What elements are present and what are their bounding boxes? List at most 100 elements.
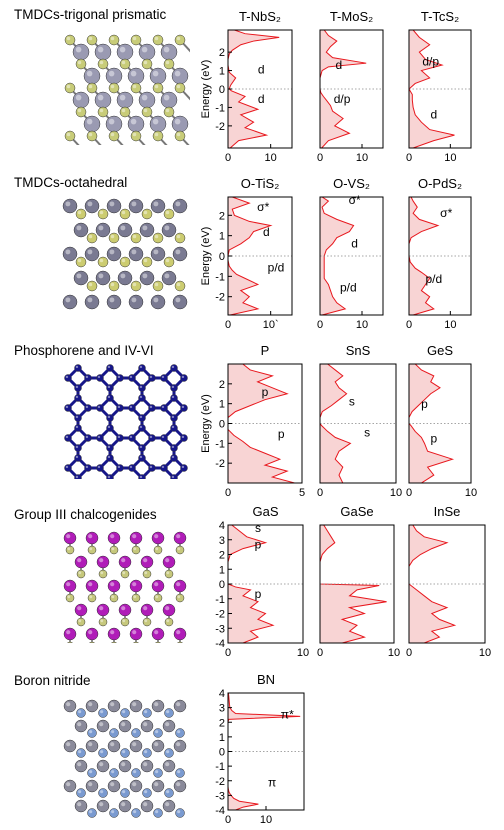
phosphorus-atom — [170, 364, 178, 372]
boron-atom — [153, 768, 163, 778]
metal-atom — [139, 222, 155, 238]
chalcogen-atom — [97, 256, 109, 268]
chalcogen-atom — [87, 593, 97, 603]
chalcogen-atom — [86, 82, 98, 94]
x-tick-label: 0 — [406, 152, 412, 164]
dos-area — [409, 364, 453, 483]
boron-atom — [164, 708, 174, 718]
phosphorus-atom — [74, 474, 82, 479]
phosphorus-atom — [96, 404, 104, 412]
metal-atom — [62, 198, 78, 214]
structure-boron-nitride — [63, 699, 187, 818]
orbital-annotation: p/d — [340, 280, 357, 294]
chart-title: P — [261, 343, 270, 358]
y-tick-label: 1 — [219, 399, 225, 411]
nitrogen-atom — [96, 719, 110, 733]
chalcogen-atom — [132, 641, 140, 643]
chart-title: InSe — [434, 504, 461, 519]
chalcogen-atom — [174, 34, 186, 46]
x-tick-label: 0 — [317, 152, 323, 164]
nitrogen-atom — [151, 739, 165, 753]
nitrogen-atom — [63, 779, 77, 793]
metal-atom — [128, 198, 144, 214]
orbital-annotation: d/p — [334, 92, 351, 106]
chart-frame — [319, 524, 395, 644]
boron-atom — [131, 808, 141, 818]
metal-atom — [73, 270, 89, 286]
nitrogen-atom — [96, 759, 110, 773]
x-tick-label: 0 — [406, 487, 412, 499]
nitrogen-atom — [63, 739, 77, 753]
phosphorus-atom — [64, 404, 72, 412]
boron-atom — [120, 788, 130, 798]
chalcogen-atom — [164, 569, 174, 579]
metal-atom — [118, 603, 132, 617]
x-tick-label: 0 — [317, 319, 323, 331]
phosphorus-atom — [106, 394, 114, 402]
dos-curve — [228, 364, 295, 483]
chalcogen-atom — [153, 593, 163, 603]
boron-atom — [98, 748, 108, 758]
dos-area — [228, 525, 273, 643]
chalcogen-atom — [76, 617, 86, 627]
nitrogen-atom — [173, 699, 187, 713]
dos-panel-11: InSe 0 10 — [406, 504, 491, 659]
x-tick-label: 10 — [465, 487, 477, 499]
chalcogen-atom — [163, 256, 175, 268]
x-tick-label: 10 — [390, 487, 402, 499]
boron-atom — [175, 808, 185, 818]
chalcogen-atom — [152, 232, 164, 244]
chart-title: GeS — [427, 343, 453, 358]
dos-curve — [228, 30, 280, 148]
chalcogen-atom — [141, 58, 153, 70]
metal-atom — [84, 294, 100, 310]
boron-atom — [109, 808, 119, 818]
phosphorus-atom — [106, 384, 114, 392]
nitrogen-atom — [118, 719, 132, 733]
dos-panel-2: T-TcS₂ 0 10 d/p d — [406, 9, 472, 164]
dos-curve — [320, 30, 367, 148]
nitrogen-atom — [107, 739, 121, 753]
chart-title: GaSe — [340, 504, 373, 519]
phosphorus-atom — [170, 454, 178, 462]
metal-atom — [106, 198, 122, 214]
metal-atom — [62, 294, 78, 310]
phosphorus-atom — [180, 464, 188, 472]
chalcogen-atom — [108, 34, 120, 46]
x-tick-label: 10 — [444, 319, 456, 331]
metal-atom — [129, 531, 143, 545]
chalcogen-atom — [65, 545, 75, 555]
chart-frame — [408, 524, 486, 644]
phosphorus-atom — [116, 404, 124, 412]
phosphorus-atom — [74, 384, 82, 392]
boron-atom — [87, 808, 97, 818]
y-tick-label: -2 — [215, 121, 225, 133]
nitrogen-atom — [129, 739, 143, 753]
dos-panel-10: GaSe 0 10 — [317, 504, 400, 659]
boron-atom — [153, 728, 163, 738]
metal-atom — [118, 555, 132, 569]
y-tick-label: 2 — [219, 210, 225, 222]
phosphorus-atom — [116, 374, 124, 382]
phosphorus-atom — [170, 474, 178, 479]
phosphorus-atom — [74, 394, 82, 402]
metal-atom — [173, 579, 187, 593]
nitrogen-atom — [173, 779, 187, 793]
nitrogen-atom — [140, 759, 154, 773]
y-tick-label: 2 — [219, 717, 225, 729]
chalcogen-atom — [86, 232, 98, 244]
chalcogen-atom — [174, 280, 186, 292]
y-tick-label: -1 — [215, 271, 225, 283]
y-tick-label: 4 — [219, 520, 225, 532]
nitrogen-atom — [162, 759, 176, 773]
phosphorus-atom — [138, 444, 146, 452]
orbital-annotation: p — [278, 427, 285, 441]
metal-atom — [172, 246, 188, 262]
section-title-tmdc-trigonal: TMDCs-trigonal prismatic — [14, 7, 167, 22]
x-tick-label: 5 — [299, 487, 305, 499]
phosphorus-atom — [170, 444, 178, 452]
chalcogen-atom — [75, 106, 87, 118]
